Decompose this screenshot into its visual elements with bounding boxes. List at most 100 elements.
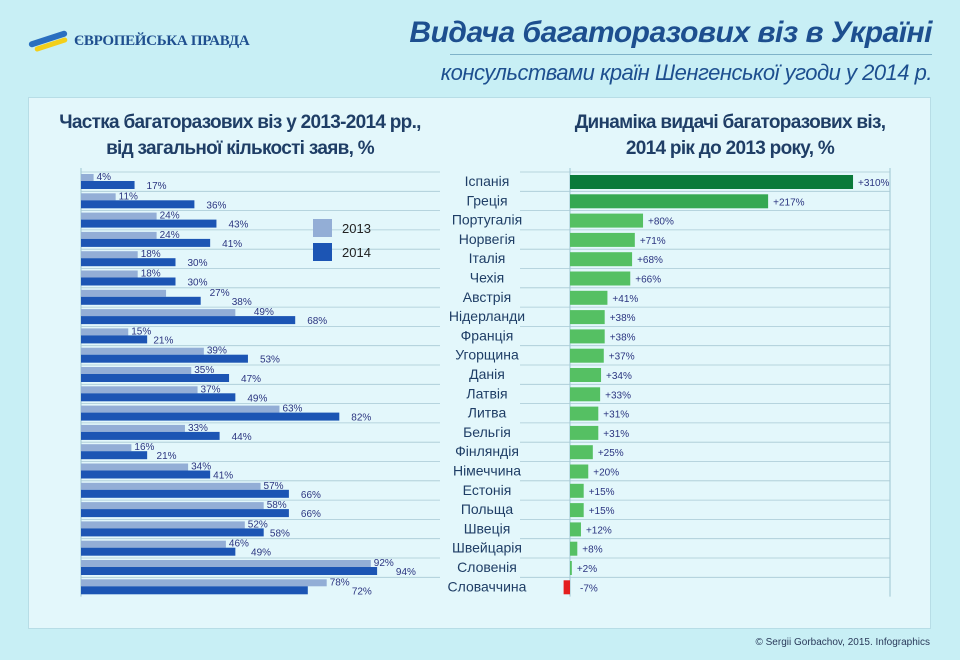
page-title: Видача багаторазових віз в Україні — [409, 16, 932, 49]
growth-bar — [570, 464, 589, 479]
growth-bar — [570, 445, 593, 460]
growth-label: +80% — [648, 217, 674, 228]
label-2014: 49% — [247, 393, 267, 404]
bar-2013 — [81, 270, 138, 278]
bar-2014 — [81, 451, 148, 460]
bar-2013 — [81, 444, 132, 452]
bar-2013 — [81, 540, 226, 548]
bar-2013 — [81, 463, 189, 471]
growth-bar — [570, 213, 644, 228]
growth-label: +38% — [610, 332, 636, 343]
bar-2013 — [81, 231, 157, 239]
label-2014: 41% — [222, 239, 242, 250]
label-2013: 58% — [267, 500, 287, 511]
growth-label: +38% — [610, 313, 636, 324]
country-label: Литва — [468, 405, 507, 421]
left-chart-title-line1: Частка багаторазових віз у 2013-2014 рр.… — [59, 112, 421, 133]
bar-2014 — [81, 586, 308, 595]
growth-bar — [563, 580, 570, 595]
bar-2013 — [81, 174, 94, 181]
label-2013: 92% — [374, 558, 394, 569]
country-label: Латвія — [466, 385, 507, 401]
label-2014: 30% — [188, 278, 208, 289]
growth-bar — [570, 252, 633, 267]
growth-label: +33% — [605, 390, 631, 401]
growth-label: +25% — [598, 448, 624, 459]
label-2013: 33% — [188, 423, 208, 434]
bar-2014 — [81, 296, 201, 305]
growth-label: +217% — [773, 197, 805, 208]
label-2014: 30% — [188, 258, 208, 269]
label-2014: 38% — [232, 297, 252, 308]
bar-2014 — [81, 200, 195, 209]
left-chart-title: Частка багаторазових віз у 2013-2014 рр.… — [30, 110, 450, 162]
growth-label: +68% — [637, 255, 663, 266]
growth-label: +37% — [609, 352, 635, 363]
country-label: Словенія — [457, 559, 517, 575]
growth-bar — [570, 232, 635, 247]
growth-bar — [570, 368, 602, 382]
legend-swatch-2014 — [313, 243, 332, 261]
country-label: Німеччина — [453, 463, 521, 479]
country-label: Нідерланди — [449, 308, 525, 324]
bar-2013 — [81, 328, 129, 336]
bar-2014 — [81, 316, 296, 325]
growth-bar — [570, 175, 854, 189]
label-2013: 18% — [141, 269, 161, 280]
bar-2013 — [81, 347, 204, 355]
label-2014: 72% — [352, 586, 372, 597]
growth-label: +31% — [603, 410, 629, 421]
growth-bar — [570, 290, 608, 305]
label-2013: 49% — [254, 307, 274, 318]
bar-2013 — [81, 386, 198, 394]
bar-2013 — [81, 502, 264, 510]
bar-2013 — [81, 309, 236, 317]
growth-bar — [570, 387, 601, 402]
bar-2014 — [81, 335, 148, 344]
label-2013: 11% — [119, 191, 138, 202]
bar-2013 — [81, 424, 185, 432]
country-label: Данія — [469, 366, 505, 382]
label-2014: 66% — [301, 490, 321, 501]
label-2014: 47% — [241, 374, 261, 385]
label-2013: 35% — [194, 365, 214, 376]
bar-2014 — [81, 374, 230, 382]
growth-label: +71% — [640, 236, 666, 247]
bar-2014 — [81, 431, 220, 440]
label-2013: 18% — [141, 249, 161, 260]
bar-2014 — [81, 489, 289, 498]
growth-bar — [570, 406, 599, 421]
bar-2013 — [81, 579, 327, 587]
country-label: Чехія — [470, 270, 505, 286]
label-2014: 21% — [153, 335, 173, 346]
label-2013: 57% — [264, 481, 284, 492]
bar-2013 — [81, 405, 280, 413]
bar-2013 — [81, 212, 157, 220]
country-label: Греція — [466, 192, 507, 208]
label-2013: 4% — [97, 172, 112, 183]
growth-bar — [570, 271, 631, 286]
growth-bar — [570, 503, 584, 518]
country-label: Італія — [469, 250, 506, 266]
country-label: Франція — [461, 327, 514, 343]
bar-2013 — [81, 367, 192, 374]
country-label: Норвегія — [459, 231, 516, 247]
label-2013: 39% — [207, 346, 227, 357]
bar-2013 — [81, 193, 116, 201]
label-2014: 66% — [301, 509, 321, 520]
label-2014: 58% — [270, 528, 290, 539]
label-2013: 16% — [134, 442, 154, 453]
growth-bar — [570, 425, 599, 440]
logo: ЄВРОПЕЙСЬКА ПРАВДА — [28, 28, 250, 54]
bar-2014 — [81, 528, 264, 537]
bar-2014 — [81, 393, 236, 402]
label-2014: 21% — [157, 451, 177, 462]
label-2013: 52% — [248, 519, 268, 530]
label-2014: 36% — [206, 200, 226, 211]
bar-2013 — [81, 560, 371, 567]
bar-2013 — [81, 521, 245, 529]
growth-bar — [570, 522, 581, 537]
right-chart-title-line2: 2014 рік до 2013 року, % — [625, 138, 835, 159]
country-label: Іспанія — [465, 173, 510, 189]
legend-label-2013: 2013 — [342, 220, 371, 236]
